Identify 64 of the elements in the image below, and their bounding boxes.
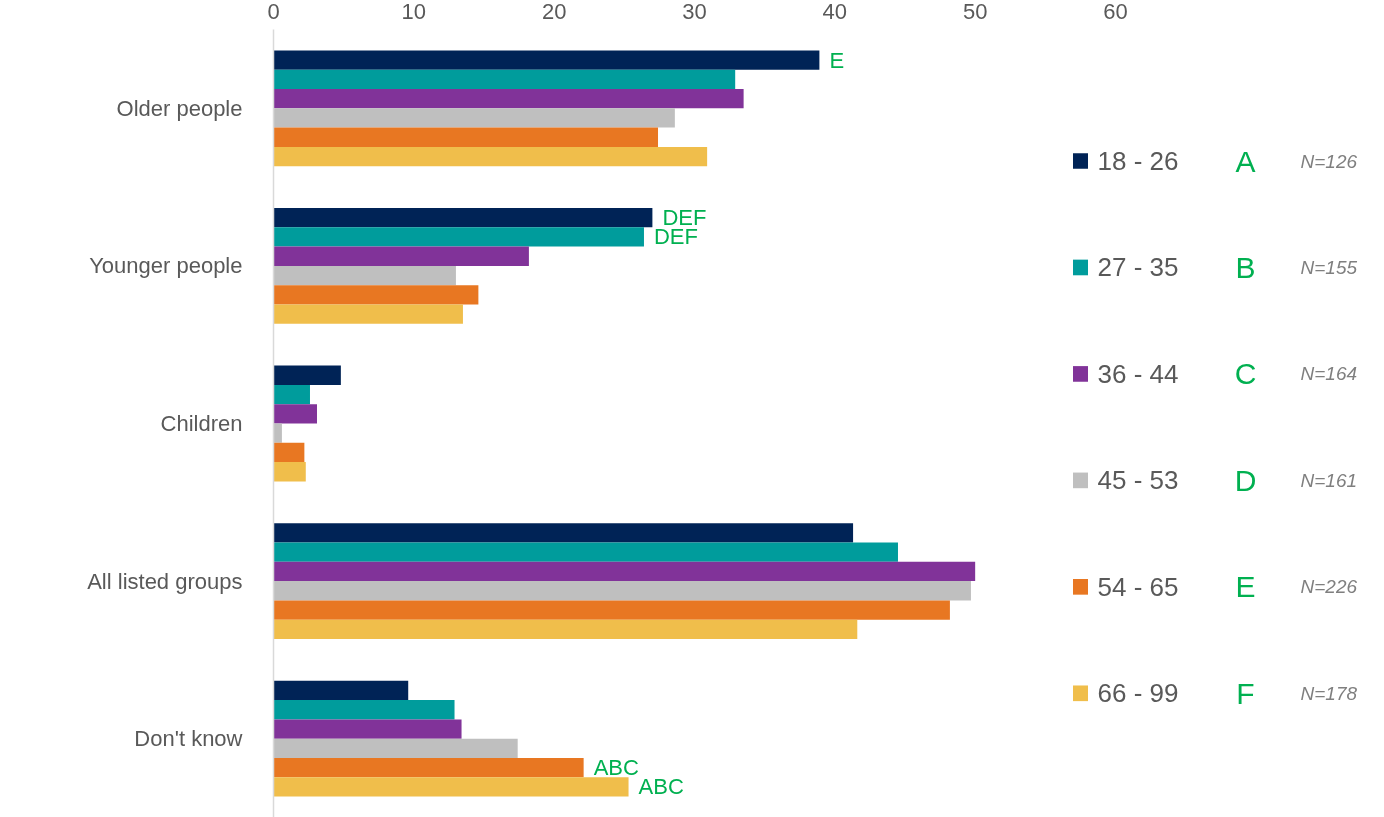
data-label: ABC: [593, 755, 639, 781]
bar: [273, 304, 463, 324]
legend-label: 36 - 44: [1097, 358, 1179, 389]
bar: [273, 365, 341, 385]
text: A: [1235, 144, 1256, 178]
bar: [273, 69, 736, 89]
bar: [273, 207, 653, 228]
bar: [273, 600, 950, 620]
bar: [273, 581, 971, 601]
y-tick-label: Don't know: [134, 726, 243, 752]
text: N=161: [1300, 469, 1358, 491]
y-tick-label: All listed groups: [87, 568, 243, 594]
text: N=155: [1300, 256, 1358, 278]
bar: [273, 265, 456, 286]
legend-label: 54 - 65: [1097, 571, 1179, 602]
data-label: ABC: [638, 774, 684, 800]
text: D: [1234, 463, 1257, 497]
text: F: [1236, 676, 1255, 710]
bar: [273, 146, 708, 167]
bar: [273, 227, 644, 247]
bar: [273, 523, 854, 543]
bar: [273, 462, 306, 482]
x-tick-label: 40: [822, 0, 848, 24]
bar: [273, 777, 629, 797]
y-tick-label: Older people: [116, 95, 243, 121]
bar: [273, 758, 584, 778]
text: N=126: [1300, 150, 1358, 172]
bar: [273, 442, 305, 463]
bar: [273, 285, 479, 305]
bar: [273, 246, 529, 266]
bar: [273, 108, 675, 128]
text: E: [1235, 570, 1256, 604]
x-tick-label: 10: [401, 0, 427, 24]
bar: [273, 50, 820, 70]
bar: [273, 88, 744, 109]
text: B: [1235, 250, 1256, 284]
bar: [273, 719, 462, 739]
text: N=178: [1300, 682, 1358, 704]
x-tick-label: 50: [962, 0, 988, 24]
bar: [273, 423, 282, 443]
bar: [273, 619, 858, 640]
legend-label: 27 - 35: [1097, 252, 1179, 283]
bar: [273, 700, 455, 720]
bar: [273, 680, 409, 701]
x-tick-label: 60: [1103, 0, 1128, 24]
bar: [273, 384, 310, 405]
bar: [273, 127, 659, 147]
bar: [273, 542, 898, 562]
x-tick-label: 0: [267, 0, 280, 24]
legend-label: 66 - 99: [1097, 678, 1179, 709]
data-label: DEF: [653, 224, 698, 250]
text: C: [1234, 357, 1257, 391]
text: N=226: [1300, 576, 1358, 598]
bar: [273, 561, 976, 582]
data-label: E: [829, 47, 845, 73]
legend-label: 18 - 26: [1097, 146, 1179, 177]
x-tick-label: 20: [541, 0, 567, 24]
y-tick-label: Children: [160, 411, 243, 436]
legend-label: 45 - 53: [1097, 465, 1179, 496]
bar: [273, 738, 518, 759]
x-tick-label: 30: [682, 0, 707, 24]
text: N=164: [1300, 363, 1358, 385]
bar: [273, 404, 317, 424]
y-tick-label: Younger people: [89, 253, 243, 279]
